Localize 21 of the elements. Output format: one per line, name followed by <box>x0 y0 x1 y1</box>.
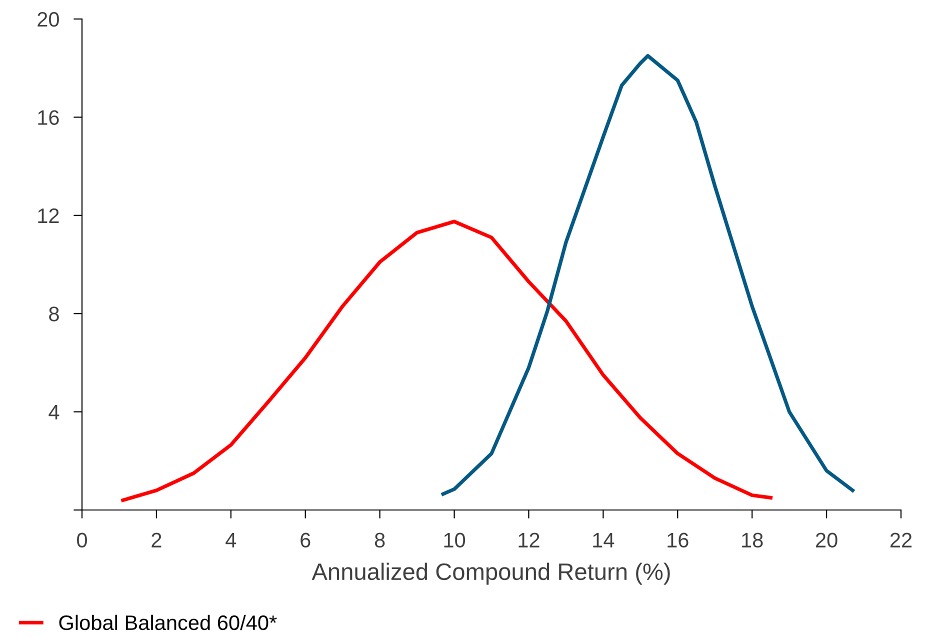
line-series <box>441 54 854 496</box>
x-tick-label: 18 <box>742 532 763 548</box>
x-tick-label: 12 <box>518 532 540 548</box>
line-series <box>121 220 773 502</box>
x-tick-label: 22 <box>890 532 912 548</box>
y-tick-label: 8 <box>49 306 59 322</box>
x-tick-label: 14 <box>593 532 614 548</box>
x-tick-label: 6 <box>300 532 310 548</box>
x-tick-label: 2 <box>152 532 162 548</box>
x-tick-label: 20 <box>816 532 838 548</box>
y-tick-label: 16 <box>38 110 59 125</box>
y-tick-label: 12 <box>38 208 59 223</box>
x-axis-title: Annualized Compound Return (%) <box>312 562 670 585</box>
y-tick-label: 20 <box>38 12 59 27</box>
y-tick-label: 4 <box>48 405 60 420</box>
legend-label: Global Balanced 60/40* <box>59 614 277 630</box>
x-tick-label: 0 <box>77 532 87 548</box>
x-tick-label: 4 <box>226 532 236 548</box>
x-tick-label: 8 <box>374 532 385 548</box>
x-tick-label: 10 <box>444 532 466 548</box>
x-tick-label: 16 <box>668 532 688 548</box>
